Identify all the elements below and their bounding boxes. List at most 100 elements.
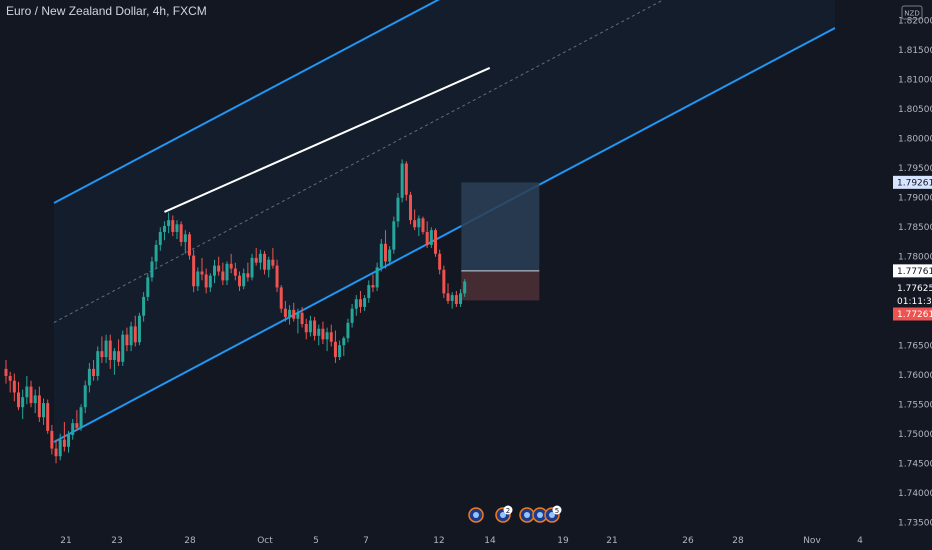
candle-body	[317, 328, 321, 336]
price-tag-label: 1.77761	[897, 267, 932, 277]
candle-body	[413, 220, 417, 228]
price-tag-countdown	[893, 294, 932, 308]
stop-zone	[461, 270, 540, 301]
candle-body	[371, 285, 375, 288]
price-tick-label: 1.74500	[898, 459, 932, 469]
candle-body	[263, 253, 267, 270]
candle-body	[408, 194, 412, 221]
candle-body	[396, 197, 400, 222]
candle-body	[425, 231, 429, 245]
candle-body	[404, 163, 408, 195]
channel-lower-line	[53, 27, 836, 443]
price-tick-label: 1.79500	[898, 164, 932, 174]
candle-body	[37, 395, 41, 418]
candle-body	[21, 397, 25, 408]
event-dot	[524, 512, 530, 518]
candle-body	[434, 230, 438, 254]
candle-body	[267, 259, 271, 270]
candle-body	[304, 324, 308, 333]
candle-body	[350, 308, 354, 323]
candle-body	[125, 334, 129, 346]
candle-body	[375, 267, 379, 288]
candles-layer	[4, 159, 467, 464]
candle-body	[96, 351, 100, 376]
candle-body	[162, 226, 166, 232]
candle-body	[146, 277, 150, 297]
price-tick-label: 1.80500	[898, 105, 932, 115]
candle-body	[117, 351, 121, 362]
price-tick-label: 1.78500	[898, 223, 932, 233]
time-axis[interactable]: 21 23 28 Oct 5 7 12 14 19 21 26 28 Nov 4	[0, 528, 878, 550]
candle-body	[221, 271, 225, 281]
price-tag-label: 1.77625	[897, 284, 932, 294]
candle-body	[183, 234, 187, 242]
candle-body	[459, 293, 463, 304]
candle-body	[29, 386, 33, 404]
candle-body	[379, 243, 383, 268]
price-tick-label: 1.74000	[898, 489, 932, 499]
candle-body	[450, 295, 454, 302]
candle-body	[42, 403, 46, 418]
candle-body	[438, 253, 442, 270]
candle-body	[383, 243, 387, 262]
event-count-badge	[503, 505, 513, 515]
candle-body	[87, 368, 91, 386]
candle-body	[333, 341, 337, 358]
price-tag-last	[893, 281, 932, 295]
candle-body	[142, 296, 146, 316]
candle-body	[137, 315, 141, 343]
channel-lines-layer[interactable]	[53, 0, 836, 443]
time-tick-label: 28	[184, 536, 196, 546]
channel-fill	[54, 0, 835, 442]
price-tick-label: 1.78000	[898, 253, 932, 263]
candle-body	[400, 163, 404, 198]
time-tick-label: 12	[433, 536, 444, 546]
target-zone	[461, 182, 540, 271]
time-tick-label: 14	[484, 536, 496, 546]
candle-body	[313, 320, 317, 336]
price-tick-label: 1.76000	[898, 371, 932, 381]
candle-body	[300, 312, 304, 325]
price-tick-label: 1.76500	[898, 341, 932, 351]
event-dot	[549, 512, 555, 518]
time-tick-label: Oct	[257, 536, 273, 546]
candle-body	[233, 268, 237, 276]
candle-body	[83, 385, 87, 408]
candle-body	[283, 308, 287, 317]
candle-body	[54, 448, 58, 457]
candle-body	[388, 249, 392, 262]
candle-body	[417, 218, 421, 228]
candle-body	[25, 386, 29, 398]
candle-body	[187, 234, 191, 256]
event-count: 2	[506, 507, 510, 515]
candle-body	[158, 231, 162, 245]
event-dot	[537, 512, 543, 518]
candle-body	[354, 299, 358, 309]
event-dot	[500, 512, 506, 518]
candle-body	[92, 368, 96, 376]
time-tick-label: 21	[606, 536, 617, 546]
candle-body	[271, 259, 275, 266]
candle-body	[242, 273, 246, 287]
candle-body	[288, 309, 292, 317]
trendline-layer[interactable]	[164, 66, 491, 213]
candle-body	[429, 230, 433, 245]
candle-body	[421, 218, 425, 232]
candle-body	[50, 430, 54, 449]
candle-body	[367, 285, 371, 299]
candle-body	[175, 224, 179, 232]
time-axis-bg	[0, 528, 878, 550]
currency-badge-label: NZD	[904, 10, 919, 18]
price-tag-entry	[893, 264, 932, 278]
time-tick-label: 19	[557, 536, 569, 546]
candle-body	[75, 423, 79, 428]
candle-body	[308, 320, 312, 333]
candle-body	[275, 265, 279, 288]
candle-body	[250, 257, 254, 278]
long-position-tool[interactable]	[461, 182, 540, 301]
candle-body	[62, 439, 66, 447]
candle-body	[246, 273, 250, 278]
price-tick-label: 1.80000	[898, 135, 932, 145]
